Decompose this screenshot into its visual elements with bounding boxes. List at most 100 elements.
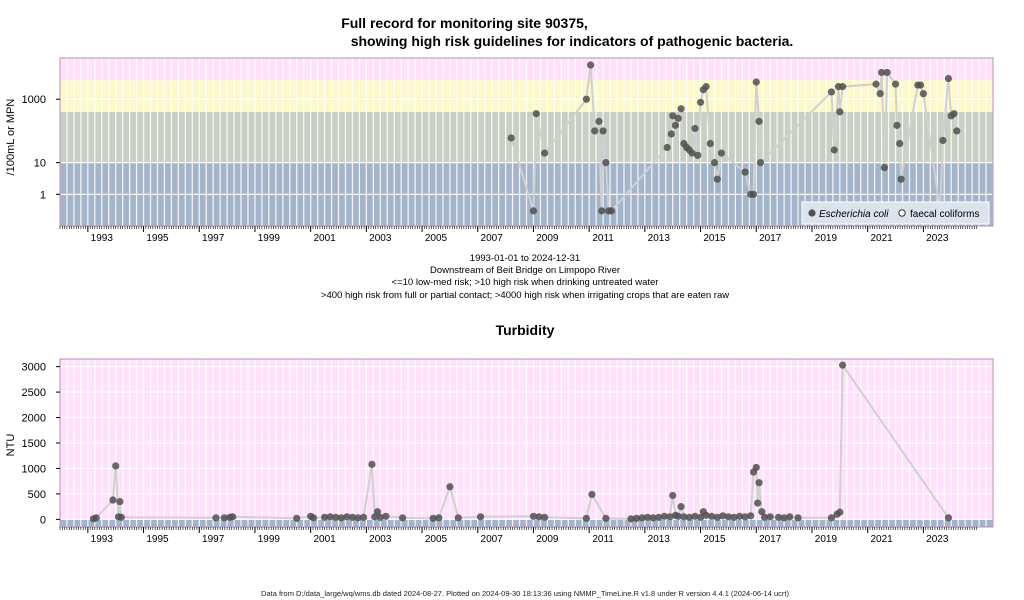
ecoli-point: [541, 149, 549, 157]
turbidity-point: [660, 512, 668, 520]
x-tick-label: 1997: [202, 233, 225, 244]
ecoli-point: [919, 90, 927, 98]
ecoli-point: [891, 80, 900, 88]
ecoli-point: [598, 207, 606, 215]
turbidity-point: [794, 514, 802, 522]
ecoli-point: [755, 117, 763, 125]
turbidity-point: [944, 514, 953, 522]
turbidity-point: [702, 511, 710, 519]
x-tick-label: 2009: [536, 233, 559, 244]
turbidity-point: [359, 513, 368, 521]
ecoli-point: [939, 136, 947, 145]
turbidity-point: [229, 513, 237, 521]
turbidity-point: [541, 513, 549, 521]
turbidity-point: [529, 512, 538, 520]
x-tick-label: 2003: [369, 233, 392, 244]
ecoli-point: [950, 110, 958, 118]
turbidity-point: [839, 361, 847, 369]
turbidity-point: [786, 513, 794, 521]
y-tick-label: 1000: [22, 463, 46, 475]
turbidity-point: [708, 512, 716, 520]
ecoli-point: [582, 95, 590, 103]
x-tick-label: 2001: [313, 534, 336, 545]
footer-note: Data from D:/data_large/wq/wms.db dated …: [261, 589, 789, 598]
x-tick-label: 1993: [91, 534, 114, 545]
turbidity-point: [354, 514, 362, 522]
x-tick-label: 1997: [202, 534, 225, 545]
x-tick-label: 2017: [759, 534, 782, 545]
turbidity-point: [755, 479, 763, 487]
y-tick-label: 3000: [22, 362, 46, 374]
x-tick-label: 1999: [258, 233, 281, 244]
ecoli-point: [586, 61, 595, 69]
x-tick-label: 1993: [91, 233, 114, 244]
turbidity-point: [766, 513, 774, 521]
turbidity-point: [337, 514, 345, 522]
turbidity-point: [677, 503, 685, 511]
turbidity-point: [680, 513, 688, 521]
x-tick-label: 2015: [703, 233, 726, 244]
ecoli-point: [756, 159, 765, 167]
turbidity-point: [735, 512, 744, 520]
ecoli-point: [830, 146, 838, 154]
turbidity-point: [343, 513, 351, 521]
ecoli-point: [752, 78, 760, 86]
x-tick-label: 2023: [926, 534, 949, 545]
x-tick-label: 2023: [926, 233, 949, 244]
ecoli-point: [880, 163, 888, 172]
x-tick-label: 2007: [481, 534, 504, 545]
ecoli-point: [713, 175, 721, 183]
turbidity-point: [368, 460, 376, 468]
y-tick-label: 500: [28, 489, 46, 501]
y-axis-label: NTU: [5, 434, 17, 457]
x-tick-label: 2001: [313, 233, 336, 244]
ecoli-point: [897, 175, 905, 183]
x-tick-label: 2011: [592, 233, 614, 244]
turbidity-point: [109, 496, 117, 504]
ecoli-point: [839, 83, 847, 91]
bacteria-chart: 1 10 1000/100mL or MPN 1993 1995 1997 1999 2001…: [5, 57, 994, 244]
turbidity-point: [730, 513, 738, 521]
x-tick-label: 2003: [369, 534, 392, 545]
ecoli-point: [741, 168, 749, 176]
ecoli-point: [667, 130, 675, 138]
turbidity-point: [649, 514, 657, 522]
ecoli-point: [671, 121, 680, 129]
turbidity-point: [89, 515, 98, 523]
legend-box: [801, 201, 990, 225]
turbidity-point: [752, 463, 760, 472]
ecoli-point: [532, 110, 540, 118]
turbidity-point: [226, 513, 234, 521]
ecoli-point: [688, 149, 696, 157]
turbidity-point: [602, 514, 610, 522]
x-tick-label: 1999: [258, 534, 281, 545]
ecoli-point: [876, 90, 884, 98]
chart-title-line-1: Full record for monitoring site 90375,: [341, 15, 588, 31]
subtitle-date-range: 1993-01-01 to 2024-12-31: [469, 253, 581, 264]
ecoli-point: [827, 88, 836, 96]
x-tick-label: 1995: [146, 534, 169, 545]
ecoli-point: [710, 159, 719, 167]
ecoli-point: [529, 207, 538, 215]
turbidity-point: [309, 514, 318, 522]
turbidity-point: [671, 511, 680, 519]
turbidity-point: [446, 483, 454, 491]
ecoli-point: [602, 159, 610, 167]
turbidity-point: [754, 499, 762, 507]
legend-faecal-marker: [898, 209, 906, 217]
turbidity-background: [60, 359, 993, 527]
ecoli-point: [702, 83, 710, 91]
ecoli-point: [896, 139, 904, 148]
turbidity-point: [827, 514, 836, 522]
y-tick-label: 1500: [22, 438, 46, 450]
turbidity-line: [93, 361, 950, 521]
x-tick-label: 2015: [703, 534, 726, 545]
ecoli-point: [916, 81, 925, 89]
turbidity-point: [724, 513, 733, 521]
turbidity-point: [638, 514, 646, 522]
turbidity-point: [92, 514, 100, 522]
turbidity-point: [741, 513, 749, 521]
turbidity-point: [749, 468, 758, 476]
legend-ecoli-marker: [808, 209, 816, 217]
ecoli-point: [877, 68, 886, 77]
